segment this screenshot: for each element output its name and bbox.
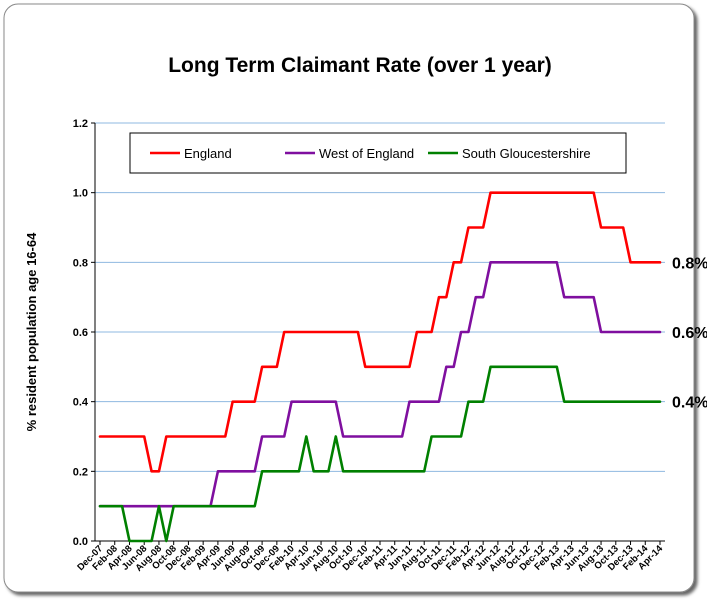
legend-label: England — [184, 146, 232, 161]
legend-label: West of England — [319, 146, 414, 161]
legend-label: South Gloucestershire — [462, 146, 591, 161]
y-tick-label: 0.6 — [73, 327, 88, 339]
legend-box — [129, 132, 627, 174]
chart-title: Long Term Claimant Rate (over 1 year) — [168, 54, 552, 77]
annotation: 0.4% — [672, 395, 707, 412]
series-line — [98, 191, 662, 473]
y-tick-label: 1.2 — [73, 118, 88, 130]
y-tick-label: 0.2 — [73, 466, 88, 478]
y-tick-label: 0.4 — [73, 397, 89, 409]
y-tick-label: 0.0 — [73, 536, 88, 548]
y-tick-label: 0.8 — [73, 257, 88, 269]
series-line — [98, 365, 662, 543]
y-axis-label: % resident population age 16-64 — [24, 232, 39, 431]
y-tick-label: 1.0 — [73, 188, 88, 200]
annotation: 0.8% — [672, 255, 707, 272]
annotation: 0.6% — [672, 325, 707, 342]
